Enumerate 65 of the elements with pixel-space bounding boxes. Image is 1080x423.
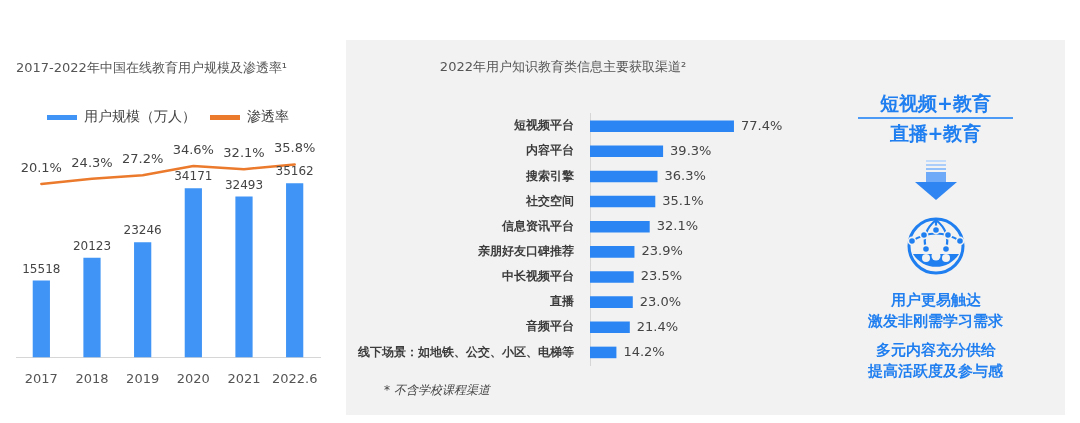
- data-label: 23246: [123, 223, 162, 238]
- data-label: 35162: [275, 164, 314, 179]
- text: 多元内容充分供给: [875, 341, 996, 360]
- data-label: 36.3%: [664, 167, 706, 183]
- data-label: 32.1%: [656, 218, 699, 234]
- y-tick-label: 社交空间: [525, 193, 574, 208]
- chart-title: 2022年用户知识教育类信息主要获取渠道²: [439, 59, 687, 75]
- x-tick-label: 2019: [126, 370, 160, 386]
- text: * 不含学校课程渠道: [384, 382, 490, 399]
- bar: [590, 170, 658, 183]
- data-label: 27.2%: [122, 151, 164, 167]
- text: 提高活跃度及参与感: [868, 362, 1003, 381]
- bar: [590, 120, 734, 132]
- y-tick-label: 短视频平台: [513, 118, 574, 133]
- data-label: 35.1%: [662, 192, 704, 208]
- bar: [134, 242, 152, 358]
- text: 激发非刚需学习需求: [868, 312, 1003, 331]
- data-label: 14.2%: [623, 343, 665, 359]
- data-label: 39.3%: [670, 142, 712, 158]
- data-label: 15518: [22, 261, 61, 276]
- data-label: 20.1%: [20, 159, 62, 175]
- y-tick-label: 信息资讯平台: [501, 218, 574, 233]
- bar: [590, 346, 617, 359]
- bar: [286, 183, 304, 358]
- bar: [590, 195, 656, 208]
- y-tick-label: 内容平台: [526, 143, 574, 158]
- x-tick-label: 2022.6: [271, 370, 318, 386]
- x-tick-label: 2021: [227, 370, 261, 386]
- data-label: 35.8%: [274, 140, 316, 156]
- data-label: 20123: [72, 238, 112, 253]
- y-tick-label: 线下场景：如地铁、公交、小区、电梯等: [357, 344, 574, 359]
- data-label: 23.0%: [639, 293, 682, 309]
- data-label: 32.1%: [223, 145, 265, 161]
- chart-title: 2017-2022年中国在线教育用户规模及渗透率¹: [16, 60, 288, 76]
- bar: [590, 271, 634, 283]
- data-label: 34.6%: [172, 141, 214, 157]
- y-tick-label: 中长视频平台: [502, 269, 574, 284]
- data-label: 34171: [174, 169, 213, 184]
- text: 短视频+教育: [858, 90, 1013, 119]
- bar: [590, 246, 635, 258]
- bar: [32, 280, 50, 358]
- data-label: 32493: [224, 177, 264, 192]
- data-label: 21.4%: [636, 318, 679, 334]
- text: 直播+教育: [889, 121, 982, 146]
- bar: [590, 145, 664, 158]
- y-tick-label: 搜索引擎: [525, 168, 575, 183]
- y-tick-label: 直播: [549, 294, 575, 309]
- x-tick-label: 2017: [24, 370, 58, 386]
- bar: [590, 220, 650, 233]
- legend-label: 渗透率: [247, 108, 289, 125]
- legend-label: 用户规模（万人）: [84, 108, 196, 125]
- bar: [590, 321, 630, 334]
- data-label: 77.4%: [740, 117, 783, 133]
- bar: [590, 296, 633, 308]
- x-tick-label: 2020: [176, 370, 210, 386]
- bar: [83, 257, 101, 358]
- bar: [184, 188, 202, 358]
- x-tick-label: 2018: [75, 370, 109, 386]
- data-label: 23.5%: [640, 268, 683, 284]
- bar: [235, 196, 253, 358]
- text: 用户更易触达: [890, 291, 981, 310]
- data-label: 24.3%: [71, 154, 113, 170]
- y-tick-label: 亲朋好友口碑推荐: [477, 243, 574, 258]
- data-label: 23.9%: [641, 243, 683, 259]
- y-tick-label: 音频平台: [525, 319, 574, 334]
